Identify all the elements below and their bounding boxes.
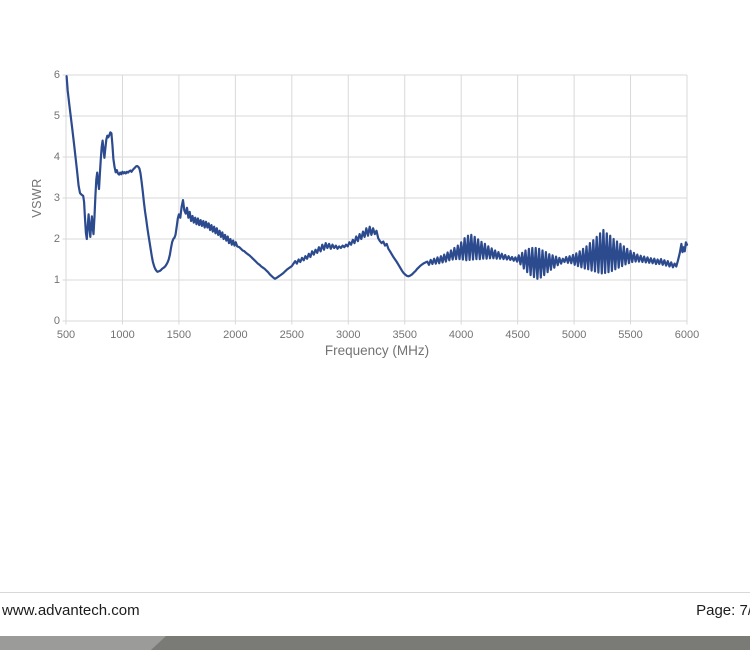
y-tick-label: 1 xyxy=(53,273,60,286)
footer-website-link[interactable]: www.advantech.com xyxy=(2,602,140,619)
chart-plot xyxy=(62,74,689,325)
vswr-chart: VSWR Frequency (MHz) 500 1000 1500 2000 2500… xyxy=(30,68,700,358)
footer-bar-dark-segment xyxy=(0,636,750,650)
footer-divider xyxy=(0,592,750,593)
footer-accent-bar xyxy=(0,636,750,650)
x-tick-label: 3500 xyxy=(392,329,417,341)
x-tick-label: 5500 xyxy=(618,329,643,341)
x-tick-label: 1500 xyxy=(166,329,192,341)
y-tick-label: 0 xyxy=(53,314,60,327)
y-tick-label: 6 xyxy=(53,68,60,81)
x-tick-label: 4000 xyxy=(448,329,474,341)
footer-page-number: Page: 7/ xyxy=(696,602,750,619)
x-tick-label: 2500 xyxy=(279,329,305,341)
y-tick-label: 5 xyxy=(53,109,60,122)
x-tick-label: 500 xyxy=(56,329,76,341)
x-tick-label: 3000 xyxy=(336,329,361,341)
y-tick-label: 4 xyxy=(53,150,60,163)
x-tick-label: 1000 xyxy=(110,329,135,341)
y-tick-label: 2 xyxy=(53,232,60,245)
x-axis-title: Frequency (MHz) xyxy=(324,343,430,358)
x-tick-label: 4500 xyxy=(505,329,530,341)
x-tick-label: 2000 xyxy=(223,329,248,341)
x-tick-label: 5000 xyxy=(561,329,587,341)
x-tick-label: 6000 xyxy=(674,329,700,341)
y-tick-label: 3 xyxy=(53,191,60,204)
footer-bar-light-segment xyxy=(0,636,166,650)
